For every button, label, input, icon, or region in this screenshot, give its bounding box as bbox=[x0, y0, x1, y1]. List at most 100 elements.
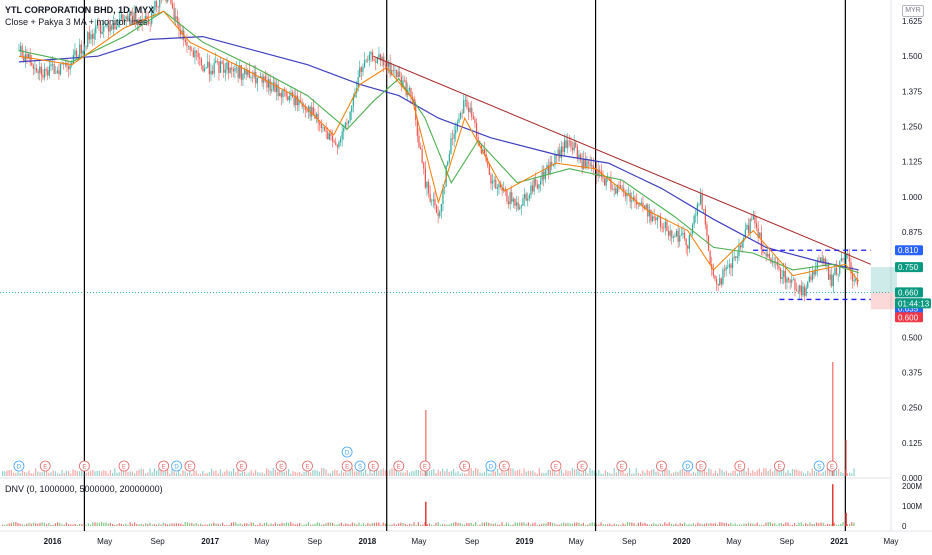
candle-body bbox=[648, 209, 650, 217]
volume-bar bbox=[811, 468, 813, 476]
volume-bar bbox=[646, 469, 648, 476]
dnv-bar bbox=[662, 524, 664, 526]
dnv-bar bbox=[475, 522, 477, 526]
candle-body bbox=[37, 71, 39, 73]
volume-bar bbox=[37, 471, 39, 476]
dnv-bar bbox=[65, 522, 67, 526]
dnv-bar bbox=[299, 522, 301, 526]
dnv-bar bbox=[576, 522, 578, 526]
dnv-bar bbox=[835, 524, 837, 526]
dnv-bar bbox=[356, 524, 358, 526]
event-marker-label-4: E bbox=[162, 465, 166, 471]
candle-body bbox=[373, 60, 375, 62]
dnv-bar bbox=[142, 524, 144, 526]
volume-bar bbox=[195, 470, 197, 476]
candle-body bbox=[179, 29, 182, 35]
dnv-bar bbox=[769, 522, 771, 526]
candle-body bbox=[626, 193, 628, 197]
volume-bar bbox=[290, 473, 292, 476]
candle-body bbox=[749, 218, 751, 234]
dnv-bar bbox=[677, 524, 679, 526]
x-tick-3: 2017 bbox=[201, 537, 219, 546]
volume-bar bbox=[74, 470, 76, 476]
volume-bar bbox=[391, 468, 393, 476]
dnv-bar bbox=[692, 523, 694, 526]
event-marker-0 bbox=[13, 460, 25, 472]
dnv-bar bbox=[307, 522, 309, 526]
candle-body bbox=[365, 60, 367, 61]
candle-body bbox=[576, 146, 578, 158]
dnv-bar bbox=[741, 524, 743, 526]
volume-bar bbox=[574, 469, 576, 476]
volume-bar bbox=[453, 468, 455, 476]
dnv-bar bbox=[554, 523, 556, 526]
volume-bar bbox=[701, 471, 703, 476]
volume-bar bbox=[813, 471, 815, 476]
dnv-bar bbox=[571, 523, 573, 526]
candle-body bbox=[59, 64, 62, 75]
candle-body bbox=[767, 254, 769, 257]
candle-body bbox=[39, 66, 41, 73]
volume-bar bbox=[329, 473, 331, 476]
dnv-bar bbox=[153, 523, 155, 526]
dnv-bar bbox=[701, 524, 703, 526]
volume-bar bbox=[4, 471, 6, 476]
candle-body bbox=[522, 198, 524, 206]
dnv-bar bbox=[26, 523, 28, 526]
candle-body bbox=[171, 3, 174, 9]
currency-badge[interactable]: MYR bbox=[902, 5, 924, 17]
dnv-bar bbox=[233, 522, 235, 526]
volume-bar bbox=[61, 470, 63, 476]
volume-bar bbox=[624, 473, 626, 476]
candle-body bbox=[335, 142, 337, 146]
event-marker-label-18: E bbox=[554, 465, 558, 471]
dnv-bar bbox=[46, 524, 48, 526]
volume-bar bbox=[767, 471, 769, 476]
volume-bar bbox=[208, 472, 210, 476]
volume-bar bbox=[87, 471, 89, 476]
candle-body bbox=[402, 80, 404, 87]
dnv-bar bbox=[140, 523, 142, 526]
candle-body bbox=[755, 223, 758, 228]
event-marker-24 bbox=[734, 460, 746, 472]
volume-bar bbox=[164, 471, 166, 476]
volume-bar bbox=[816, 471, 818, 476]
volume-bar bbox=[798, 470, 800, 476]
dnv-bar bbox=[448, 524, 450, 526]
volume-bar bbox=[433, 469, 435, 476]
dnv-bar bbox=[461, 524, 463, 526]
candle-body bbox=[461, 112, 463, 114]
dnv-bar bbox=[211, 523, 213, 526]
candle-body bbox=[751, 218, 753, 220]
candle-body bbox=[677, 230, 679, 242]
dnv-bar bbox=[699, 523, 701, 526]
candle-body bbox=[114, 23, 116, 29]
candle-body bbox=[141, 19, 143, 25]
volume-bar bbox=[288, 468, 290, 476]
dnv-bar bbox=[61, 524, 63, 526]
dnv-bar bbox=[767, 522, 769, 526]
volume-bar bbox=[497, 468, 499, 476]
volume-bar bbox=[853, 468, 855, 476]
dividend-flag-label: D bbox=[345, 451, 350, 457]
dnv-bar bbox=[525, 523, 527, 526]
candle-body bbox=[528, 195, 530, 199]
volume-bar bbox=[118, 472, 120, 476]
candle-body bbox=[328, 133, 330, 140]
dnv-bar bbox=[213, 522, 215, 526]
dnv-bar bbox=[712, 523, 714, 526]
candle-body bbox=[453, 133, 455, 139]
volume-bar bbox=[802, 472, 804, 476]
candle-body bbox=[50, 64, 52, 67]
candle-body bbox=[722, 269, 724, 285]
volume-bar bbox=[85, 472, 87, 476]
dnv-bar bbox=[563, 522, 565, 526]
candle-body bbox=[655, 218, 657, 221]
candle-body bbox=[560, 146, 562, 158]
dnv-bar bbox=[48, 522, 50, 526]
candle-body bbox=[109, 25, 111, 32]
volume-bar bbox=[516, 470, 518, 476]
dnv-bar bbox=[604, 524, 606, 526]
